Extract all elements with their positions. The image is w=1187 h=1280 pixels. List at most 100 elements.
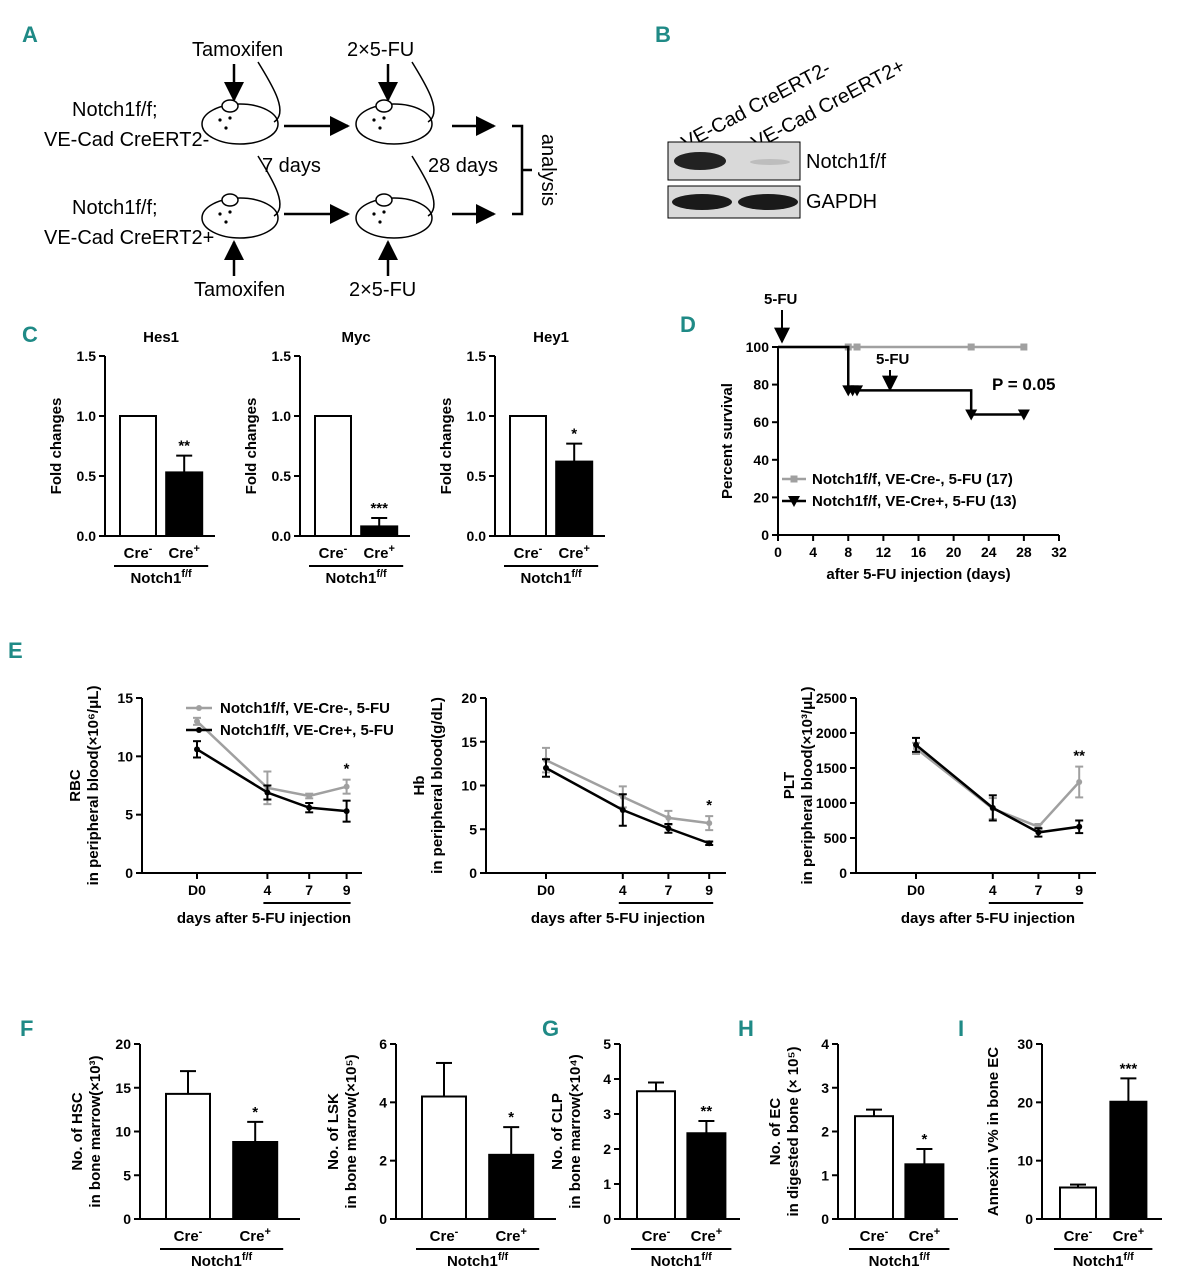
c3-genotype-label: Notch1f/f: [520, 568, 582, 587]
d-x-tick-label: 4: [809, 544, 817, 560]
e1-series-line-0: [196, 720, 347, 798]
e2-y-label: Hb: [411, 776, 428, 796]
d-censor-marker: [853, 343, 861, 351]
f2-y-tick-label: 0: [379, 1211, 387, 1227]
d-x-tick-label: 8: [844, 544, 852, 560]
e3-significance: **: [1073, 748, 1085, 765]
e3-series-line-0: [915, 747, 1081, 829]
i-bar-Cre-: [1059, 1186, 1097, 1220]
d-x-tick-label: 0: [774, 544, 782, 560]
d-legend-marker: [788, 496, 800, 507]
days-7-label: 7 days: [262, 155, 321, 177]
g-y-tick-label: 4: [603, 1071, 611, 1087]
f1-y-label-2: in bone marrow(×10³): [87, 1055, 104, 1207]
e2-x-tick-label: 9: [705, 882, 713, 898]
e3-data-point: [1076, 779, 1083, 785]
c1-y-tick-label: 1.0: [77, 408, 97, 424]
f1-y-tick-label: 15: [115, 1080, 131, 1096]
e1-data-point: [306, 793, 313, 799]
c2-category-label: Cre-: [319, 543, 348, 562]
c1-y-tick-label: 1.5: [77, 348, 97, 364]
c1-title: Hes1: [143, 329, 179, 346]
d-y-tick-label: 20: [753, 489, 769, 505]
e2-series-line-1: [545, 766, 710, 845]
d-x-tick-label: 32: [1051, 544, 1067, 560]
f1-category-label: Cre+: [239, 1226, 270, 1245]
f1-genotype-label: Notch1f/f: [191, 1251, 253, 1270]
panel-label-g: G: [542, 1016, 559, 1041]
band-label-notch1: Notch1f/f: [806, 151, 886, 173]
f2-bar-Cre-: [421, 1095, 467, 1220]
f1-y-tick-label: 5: [123, 1167, 131, 1183]
c2-title: Myc: [342, 329, 371, 346]
band-notch1-lane2: [750, 159, 790, 165]
e2-data-point: [665, 825, 672, 832]
chart-c3: 0.0 0.5 1.0 1.5 Cre- Cre+ * Notch1f/f Hey1 Fold c…: [438, 329, 605, 587]
d-y-tick-label: 80: [753, 377, 769, 393]
e3-y-tick-label: 500: [824, 830, 848, 846]
c2-y-tick-label: 0.0: [272, 528, 292, 544]
e3-y-tick-label: 2000: [816, 725, 847, 741]
e1-legend-marker: [196, 727, 202, 733]
tamoxifen-bottom-label: Tamoxifen: [194, 279, 285, 301]
g-category-label: Cre-: [642, 1226, 671, 1245]
f2-y-label-2: in bone marrow(×10⁵): [343, 1054, 360, 1208]
c3-y-tick-label: 0.0: [467, 528, 487, 544]
h-significance: *: [921, 1131, 927, 1148]
survival-5fu-mid-label: 5-FU: [876, 351, 909, 368]
d-censor-marker: [851, 385, 864, 397]
d-x-tick-label: 28: [1016, 544, 1032, 560]
c3-y-tick-label: 0.5: [467, 468, 487, 484]
i-category-label: Cre+: [1113, 1226, 1144, 1245]
chart-e1: 0 5 10 15 D0 4 7 9 days after 5-FU injection * RBC…: [67, 686, 394, 927]
f2-category-label: Cre+: [495, 1226, 526, 1245]
panel-a-schematic: A Tamoxifen 2×5-FU Notch1f/f; VE-Cad Cre…: [22, 22, 559, 301]
panel-label-e: E: [8, 638, 23, 663]
mouse2-genotype-line1: Notch1f/f;: [72, 197, 158, 219]
f2-significance: *: [508, 1109, 514, 1126]
h-y-tick-label: 0: [821, 1211, 829, 1227]
e3-x-tick-label: 4: [989, 882, 997, 898]
h-bar-Cre+: [904, 1163, 945, 1220]
c1-significance: **: [178, 438, 190, 455]
c2-bar-Cre+: [360, 525, 399, 538]
e1-data-point: [306, 804, 313, 811]
e2-data-point: [706, 820, 713, 827]
i-bar-Cre+: [1109, 1100, 1148, 1220]
f1-y-label: No. of HSC: [69, 1092, 86, 1170]
band-label-gapdh: GAPDH: [806, 191, 877, 213]
tamoxifen-top-label: Tamoxifen: [192, 39, 283, 61]
d-x-tick-label: 12: [876, 544, 892, 560]
e2-y-tick-label: 15: [461, 734, 477, 750]
c2-category-label: Cre+: [363, 543, 394, 562]
h-y-tick-label: 1: [821, 1167, 829, 1183]
f2-y-tick-label: 4: [379, 1094, 387, 1110]
analysis-label: analysis: [537, 134, 559, 206]
d-y-tick-label: 40: [753, 452, 769, 468]
c3-y-label: Fold changes: [438, 398, 455, 495]
e3-y-tick-label: 1000: [816, 795, 847, 811]
d-censor-marker: [965, 409, 978, 421]
chart-f1: 0 5 10 15 20 Cre- Cre+ * Notch1f/f No. of HSC in b…: [69, 1036, 300, 1270]
c1-category-label: Cre+: [168, 543, 199, 562]
g-significance: **: [701, 1103, 713, 1120]
e1-x-label: days after 5-FU injection: [177, 910, 351, 927]
panel-label-i: I: [958, 1016, 964, 1041]
f1-significance: *: [252, 1104, 258, 1121]
mouse-icon: [355, 61, 435, 145]
c1-bar-Cre-: [119, 415, 157, 537]
d-x-tick-label: 24: [981, 544, 997, 560]
e3-series-line-1: [915, 743, 1080, 834]
i-genotype-label: Notch1f/f: [1073, 1251, 1135, 1270]
e1-data-point: [343, 808, 350, 815]
d-legend-marker: [790, 475, 798, 483]
e2-y-label-2: in peripheral blood(g/dL): [429, 697, 446, 874]
e3-y-tick-label: 1500: [816, 760, 847, 776]
c3-category-label: Cre-: [514, 543, 543, 562]
g-genotype-label: Notch1f/f: [651, 1251, 713, 1270]
f2-y-tick-label: 6: [379, 1036, 387, 1052]
h-genotype-label: Notch1f/f: [869, 1251, 931, 1270]
g-y-tick-label: 5: [603, 1036, 611, 1052]
e2-y-tick-label: 5: [469, 821, 477, 837]
